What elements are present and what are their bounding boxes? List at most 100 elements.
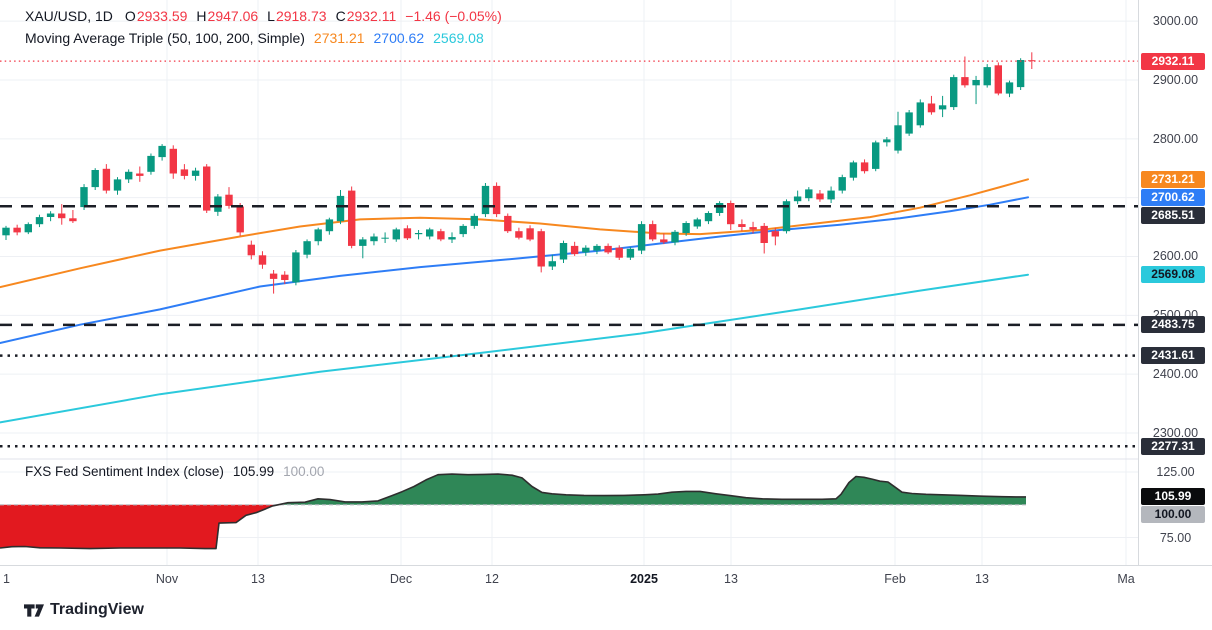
candle-body [414, 233, 423, 235]
candle-body [693, 219, 701, 227]
time-tick-label: 12 [485, 572, 499, 586]
price-axis-badge: 2483.75 [1141, 316, 1205, 334]
candle-body [771, 231, 779, 237]
candle-body [883, 139, 891, 143]
candle-body [403, 228, 412, 239]
sentiment-baseline-value: 100.00 [283, 464, 325, 479]
candle-body [69, 218, 77, 222]
open-value: O2933.59 [124, 8, 188, 24]
candle-body [894, 125, 902, 151]
candle-body [738, 224, 746, 227]
candle-body [91, 170, 99, 188]
candle-body [325, 219, 334, 232]
price-tick-label: 2800.00 [1152, 131, 1199, 146]
candle-body [715, 203, 724, 213]
close-value: C2932.11 [335, 8, 397, 24]
price-axis-badge: 2932.11 [1141, 52, 1205, 70]
time-tick-label: Dec [389, 572, 413, 586]
candle-body [336, 195, 345, 222]
candle-body [559, 243, 568, 260]
ma200-value: 2569.08 [433, 30, 484, 46]
candle-body [437, 231, 445, 240]
ma-line-100 [0, 196, 1029, 344]
candle-body [526, 228, 534, 240]
candle-body [236, 206, 244, 233]
ma-line-200 [0, 273, 1029, 424]
chart-plot-area[interactable] [0, 0, 1138, 565]
ma50-value: 2731.21 [313, 30, 365, 46]
candle-body [191, 170, 200, 176]
sentiment-legend-title: FXS Fed Sentiment Index (close) [25, 464, 224, 479]
candle-body [58, 213, 66, 219]
candle-body [303, 241, 311, 255]
candle-body [314, 229, 322, 242]
candle-body [849, 162, 858, 178]
candle-body [113, 179, 122, 191]
candle-body [827, 190, 835, 200]
candle-body [983, 67, 991, 86]
candle-body [637, 224, 646, 251]
price-axis-badge: 2569.08 [1141, 266, 1205, 284]
candle-body [2, 227, 10, 236]
candle-body [537, 231, 545, 267]
low-value: L2918.73 [267, 8, 327, 24]
candle-body [370, 236, 378, 242]
price-tick-label: 75.00 [1159, 530, 1192, 545]
candle-body [381, 237, 389, 239]
candle-body [247, 244, 255, 256]
ma-line-50 [0, 178, 1029, 289]
candle-body [125, 171, 133, 180]
candle-body [938, 105, 947, 110]
candle-body [392, 229, 400, 240]
price-tick-label: 3000.00 [1152, 14, 1199, 29]
price-axis-badge: 2685.51 [1141, 206, 1205, 224]
price-axis-badge: 100.00 [1141, 506, 1205, 524]
candle-body [258, 255, 267, 265]
candle-body [872, 142, 880, 169]
candle-body [805, 189, 813, 199]
change-value: −1.46 (−0.05%) [405, 8, 502, 24]
ma-legend-title: Moving Average Triple (50, 100, 200, Sim… [25, 30, 305, 46]
candle-body [203, 166, 211, 211]
candle-body [682, 223, 690, 233]
candle-body [470, 215, 478, 226]
price-axis-badge: 2431.61 [1141, 347, 1205, 365]
candle-body [448, 237, 456, 240]
tradingview-logo-icon [24, 603, 44, 617]
candle-body [994, 65, 1002, 94]
candle-body [481, 185, 490, 215]
time-tick-label: 2025 [630, 572, 658, 586]
candle-body [348, 190, 356, 246]
candle-body [916, 102, 924, 126]
candle-body [671, 231, 679, 243]
high-value: H2947.06 [196, 8, 259, 24]
candle-body [749, 227, 757, 230]
candle-body [782, 201, 791, 232]
price-axis-badge: 2277.31 [1141, 437, 1205, 455]
candle-body [269, 273, 278, 279]
tradingview-logo-text: TradingView [50, 601, 144, 618]
ma100-value: 2700.62 [373, 30, 425, 46]
candle-body [927, 103, 936, 113]
price-axis[interactable]: 3000.00 2900.00 2800.00 2600.00 2500.00 2400.… [1138, 0, 1212, 565]
sentiment-area-bullish [278, 474, 1026, 505]
candle-body [24, 224, 32, 233]
candle-body [180, 169, 189, 176]
time-axis[interactable]: 1 Nov 13 Dec 12 2025 13 Feb 13 Ma [0, 565, 1212, 596]
candle-body [727, 203, 735, 225]
candle-body [704, 213, 713, 222]
time-tick-label: Ma [1117, 572, 1135, 586]
ma-legend: Moving Average Triple (50, 100, 200, Sim… [25, 30, 484, 46]
tradingview-logo[interactable]: TradingView [24, 601, 144, 619]
sentiment-value: 105.99 [232, 464, 275, 479]
time-tick-label: 13 [975, 572, 989, 586]
symbol-legend: XAU/USD, 1D O2933.59 H2947.06 L2918.73 C2932… [25, 8, 502, 24]
candle-body [292, 252, 300, 283]
price-axis-badge: 105.99 [1141, 488, 1205, 506]
candle-body [281, 274, 289, 280]
candle-body [972, 80, 980, 86]
price-axis-badge: 2731.21 [1141, 170, 1205, 188]
candle-body [548, 261, 556, 267]
candle-body [838, 177, 846, 191]
